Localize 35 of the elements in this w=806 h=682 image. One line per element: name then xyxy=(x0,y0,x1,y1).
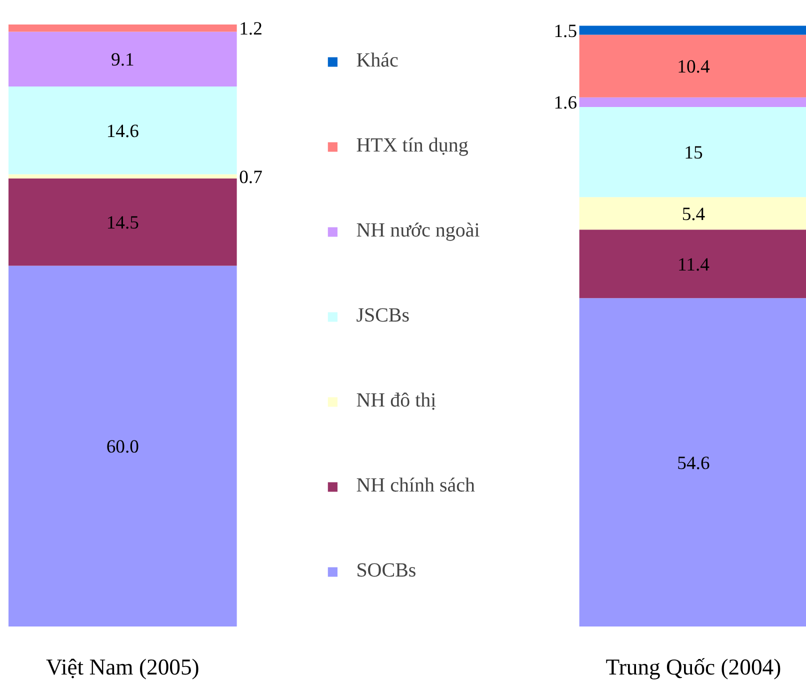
legend-label: SOCBs xyxy=(356,560,416,582)
bar xyxy=(8,266,237,626)
legend-label: NH chính sách xyxy=(356,474,476,498)
bar xyxy=(8,86,237,174)
data-label: 1.5 xyxy=(554,20,578,42)
data-label: 11.4 xyxy=(678,254,710,276)
x-tick-label: Việt Nam (2005) xyxy=(46,654,200,680)
bar xyxy=(579,298,806,626)
legend-label: HTX tín dụng xyxy=(356,134,468,158)
data-label: 15 xyxy=(684,142,703,164)
data-label: 60.0 xyxy=(106,436,139,458)
bar xyxy=(8,178,237,266)
data-label: 0.7 xyxy=(239,166,262,188)
bar xyxy=(579,26,806,35)
data-label: 10.4 xyxy=(677,56,710,78)
legend-label: NH đô thị xyxy=(356,390,436,412)
bar xyxy=(8,32,237,86)
data-label: 1.6 xyxy=(554,92,578,114)
legend-label: Khác xyxy=(356,50,398,72)
data-label: 5.4 xyxy=(682,204,706,225)
data-label: 14.5 xyxy=(106,212,139,234)
legend-label: JSCBs xyxy=(356,304,410,328)
data-label: 1.2 xyxy=(239,18,262,40)
legend-label: NH nước ngoài xyxy=(356,220,480,242)
bar xyxy=(579,197,806,230)
data-label: 14.6 xyxy=(106,120,139,142)
bar xyxy=(579,230,806,298)
bar xyxy=(579,106,806,198)
bar xyxy=(8,24,237,32)
bar xyxy=(579,34,806,98)
data-label: 9.1 xyxy=(110,50,134,71)
bar xyxy=(8,174,237,178)
x-tick-label: Trung Quốc (2004) xyxy=(606,654,782,680)
bar xyxy=(579,97,806,107)
data-label: 54.6 xyxy=(677,452,710,474)
